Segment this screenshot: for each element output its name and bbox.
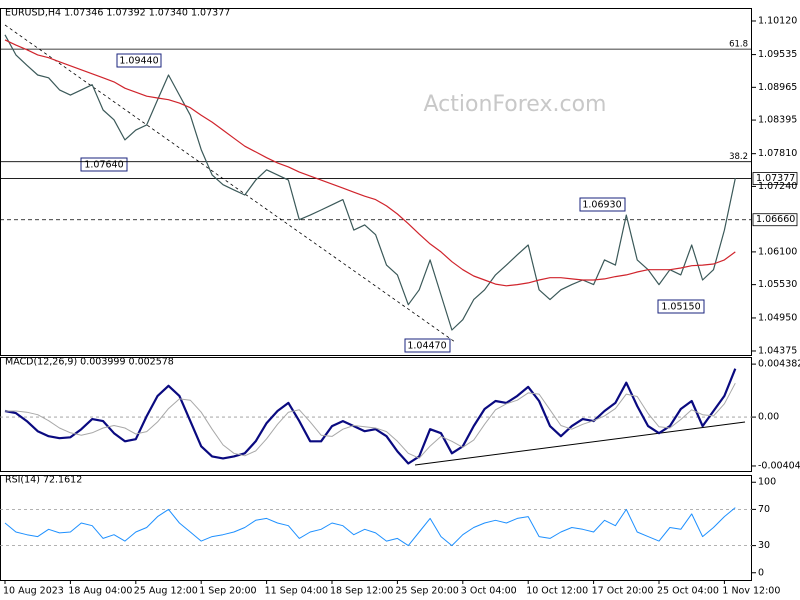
y-tick-label: 1.08395: [758, 115, 797, 126]
y-tick-label: 1.10120: [758, 15, 797, 26]
series-line: [5, 382, 736, 459]
panel-title: EURUSD,H4 1.07346 1.07392 1.07340 1.0737…: [5, 8, 230, 19]
y-tick-label: 0.004382: [758, 359, 800, 370]
x-tick-label: 1 Sep 20:00: [199, 586, 256, 597]
y-tick-label: 1.04950: [758, 312, 797, 323]
x-tick-label: 1 Nov 12:00: [722, 586, 780, 597]
watermark: ActionForex.com: [424, 92, 607, 117]
trend-line: [4, 24, 456, 343]
callout-box: [404, 338, 451, 353]
callout-box: [80, 157, 128, 172]
series-line: [4, 39, 736, 287]
x-tick-label: 17 Oct 20:00: [592, 586, 654, 597]
callout-box: [116, 53, 162, 68]
callout-label: 1.09440: [119, 56, 158, 67]
panel-frame: [0, 357, 752, 472]
callout-box: [657, 299, 705, 314]
y-tick-label: -0.004044: [758, 460, 800, 471]
y-tick-label: 1.07240: [758, 181, 797, 192]
x-tick-label: 10 Oct 12:00: [526, 586, 588, 597]
fib-label: 38.2: [729, 152, 748, 162]
callout: 1.05150: [657, 299, 705, 314]
level-label: 1.07377: [756, 173, 795, 184]
level-label-box: [752, 213, 798, 227]
x-tick-label: 25 Sep 20:00: [395, 586, 458, 597]
callout: 1.07640: [80, 157, 128, 172]
callout-label: 1.07640: [84, 160, 123, 171]
x-tick-label: 11 Sep 04:00: [265, 586, 328, 597]
panel-title: MACD(12,26,9) 0.003999 0.002578: [5, 357, 174, 368]
x-tick-label: 25 Oct 04:00: [657, 586, 719, 597]
x-tick-label: 18 Aug 04:00: [68, 586, 132, 597]
callout: 1.06930: [579, 197, 626, 212]
callout: 1.04470: [404, 338, 451, 353]
level-label: 1.06660: [756, 214, 795, 225]
level-label-box: [752, 172, 798, 185]
y-tick-label: 30: [758, 540, 770, 551]
y-tick-label: 70: [758, 504, 770, 515]
callout: 1.09440: [116, 53, 162, 68]
y-tick-label: 1.04375: [758, 345, 797, 356]
y-tick-label: 0.00: [758, 412, 779, 423]
callout-box: [579, 197, 626, 212]
y-tick-label: 0: [758, 567, 764, 578]
x-tick-label: 18 Sep 12:00: [330, 586, 393, 597]
y-tick-label: 1.08965: [758, 82, 797, 93]
y-tick-label: 1.05530: [758, 279, 797, 290]
series-line: [4, 34, 736, 331]
y-tick-label: 1.06100: [758, 246, 797, 257]
trend-line: [414, 421, 746, 466]
callout-label: 1.04470: [407, 341, 446, 352]
series-line: [4, 368, 737, 465]
x-tick-label: 25 Aug 12:00: [134, 586, 198, 597]
panel-frame: [0, 475, 752, 581]
y-tick-label: 1.07810: [758, 148, 797, 159]
y-tick-label: 100: [758, 477, 776, 488]
series-line: [4, 507, 736, 547]
panel-title: RSI(14) 72.1612: [5, 475, 82, 486]
callout-label: 1.06930: [582, 200, 621, 211]
y-tick-label: 1.09535: [758, 49, 797, 60]
callout-label: 1.05150: [661, 302, 700, 313]
x-tick-label: 10 Aug 2023: [3, 586, 64, 597]
panel-frame: [0, 8, 752, 356]
x-tick-label: 3 Oct 04:00: [461, 586, 517, 597]
fib-label: 61.8: [729, 40, 748, 50]
